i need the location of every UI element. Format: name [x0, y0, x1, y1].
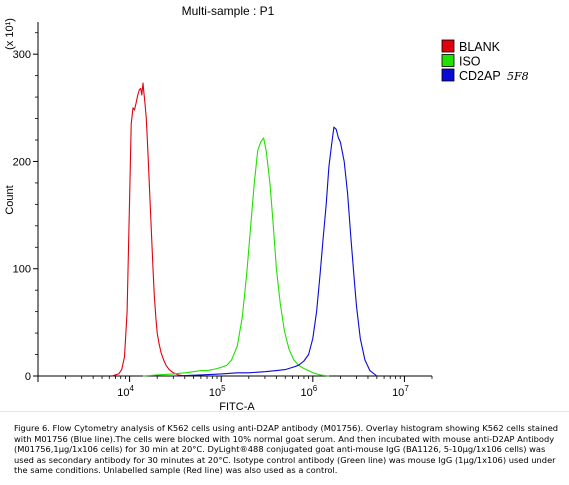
legend-annotation: 5F8 — [507, 70, 529, 83]
x-tick-label: 106 — [300, 384, 317, 399]
legend-swatch-iso — [441, 54, 455, 67]
x-tick-label: 104 — [117, 384, 134, 399]
y-tick-label: 300 — [13, 49, 31, 61]
legend-swatch-blank — [441, 39, 455, 53]
plot-area — [37, 22, 432, 377]
series-line-iso — [142, 137, 329, 377]
y-tick-label: 200 — [13, 156, 31, 168]
chart-title: Multi-sample : P1 — [182, 4, 275, 18]
legend-swatch-cd2ap — [441, 68, 455, 82]
legend-label-iso: ISO — [459, 55, 481, 69]
series-line-blank — [111, 82, 185, 377]
y-axis: 0 100 200 300 — [13, 32, 38, 383]
flow-cytometry-histogram: Multi-sample : P1 (x 10¹) Count FITC-A 0… — [4, 4, 529, 410]
y-multiplier-label: (x 10¹) — [4, 18, 16, 50]
series-line-cd2ap — [173, 126, 378, 377]
x-axis: 104 105 106 107 — [37, 376, 433, 399]
x-axis-label: FITC-A — [219, 401, 255, 410]
y-tick-label: 0 — [25, 371, 31, 383]
divider — [0, 411, 569, 412]
figure-caption: Figure 6. Flow Cytometry analysis of K56… — [14, 423, 559, 475]
y-axis-label: Count — [4, 185, 16, 214]
x-tick-label: 105 — [209, 384, 226, 399]
legend-label-blank: BLANK — [459, 40, 501, 54]
x-tick-label: 107 — [392, 384, 409, 399]
y-tick-label: 100 — [13, 264, 31, 276]
legend-label-cd2ap: CD2AP — [459, 69, 501, 83]
